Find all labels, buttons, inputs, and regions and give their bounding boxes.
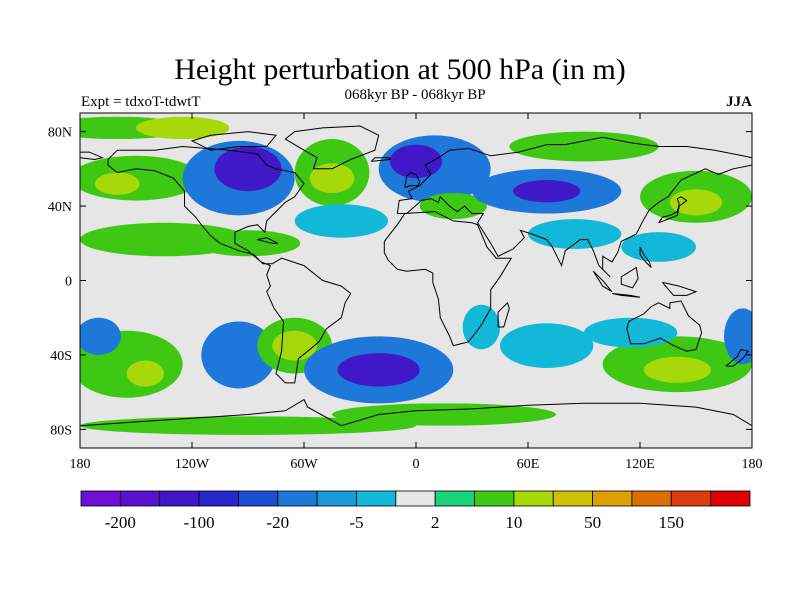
coastline-1 [284,125,380,170]
x-tick-label: 120E [625,457,655,472]
season-label: JJA [726,94,752,110]
contour-region-16 [509,131,659,162]
contour-region-33 [643,356,711,383]
contour-region-9 [294,204,389,238]
plot-subtitle: 068kyr BP - 068kyr BP [344,87,486,103]
coastline-16 [257,237,279,244]
contour-region-8 [309,163,355,194]
coastline-13 [662,281,698,296]
contour-region-29 [332,403,556,426]
contour-region-23 [80,317,122,355]
coastline-12 [620,266,639,289]
coastline-15 [370,157,391,162]
y-tick-label: 80S [50,423,72,438]
contour-region-15 [513,180,581,203]
colorbar-swatch-9 [434,490,475,507]
colorbar-label: -20 [266,513,289,532]
colorbar-swatch-2 [159,490,200,507]
y-tick-label: 40S [50,349,72,364]
map-area [80,113,752,448]
colorbar-swatch-13 [592,490,633,507]
plot-title: Height perturbation at 500 hPa (in m) [174,53,626,86]
contour-region-35 [724,308,752,365]
colorbar-label: -100 [183,513,214,532]
coastline-0 [107,145,352,384]
colorbar-swatch-3 [198,490,239,507]
colorbar-swatch-11 [513,490,554,507]
coastline-3 [383,211,513,347]
contour-region-22 [126,360,164,387]
contour-region-17 [528,219,622,249]
colorbar-label: -5 [349,513,363,532]
colorbar-label: -200 [105,513,136,532]
colorbar-label: 10 [505,513,522,532]
coastline-14 [639,246,652,268]
y-tick-label: 0 [65,275,72,290]
x-tick-label: 120W [175,457,210,472]
experiment-label: Expt = tdxoT-tdwtT [81,94,201,110]
coastline-18 [80,151,104,161]
contour-region-26 [272,330,318,361]
contour-region-20 [621,232,697,262]
contour-region-24 [201,321,276,389]
contour-region-31 [500,323,594,368]
colorbar-swatch-6 [316,490,357,507]
colorbar-label: 50 [584,513,601,532]
contour-region-3 [94,172,140,195]
colorbar-swatch-1 [119,490,161,507]
colorbar-swatch-8 [395,490,436,507]
coastline-10 [592,270,613,293]
coastline-11 [611,293,641,298]
colorbar-swatch-12 [552,490,593,507]
coastline-6 [404,172,421,188]
x-tick-label: 0 [413,457,420,472]
colorbar-swatch-15 [670,490,712,507]
x-tick-label: 60E [517,457,540,472]
colorbar-swatch-7 [356,490,397,507]
coastline-9 [725,348,750,367]
colorbar-label: 150 [659,513,685,532]
contour-region-1 [136,116,230,140]
colorbar-swatch-10 [474,490,515,507]
coastline-17 [190,131,277,151]
y-tick-label: 40N [48,200,72,215]
contour-region-28 [337,353,420,387]
y-tick-label: 80N [48,126,72,141]
contour-region-30 [462,304,501,350]
x-tick-label: 180 [742,457,763,472]
contour-region-19 [669,189,723,216]
colorbar-swatch-16 [710,490,751,507]
colorbar-label: 2 [431,513,440,532]
colorbar-swatch-0 [80,490,121,507]
colorbar-swatch-4 [238,490,279,507]
x-tick-label: 180 [70,457,91,472]
coastline-8 [497,301,510,328]
contour-region-6 [214,146,282,192]
coastline-5 [80,398,752,427]
coastline-4 [626,300,703,352]
contour-region-36 [80,416,416,435]
contour-region-10 [195,230,301,257]
contour-region-12 [389,144,443,179]
coastline-2 [396,136,752,278]
colorbar-swatch-14 [631,490,672,507]
coastline-7 [658,196,688,224]
colorbar-swatch-5 [277,490,318,507]
x-tick-label: 60W [290,457,318,472]
